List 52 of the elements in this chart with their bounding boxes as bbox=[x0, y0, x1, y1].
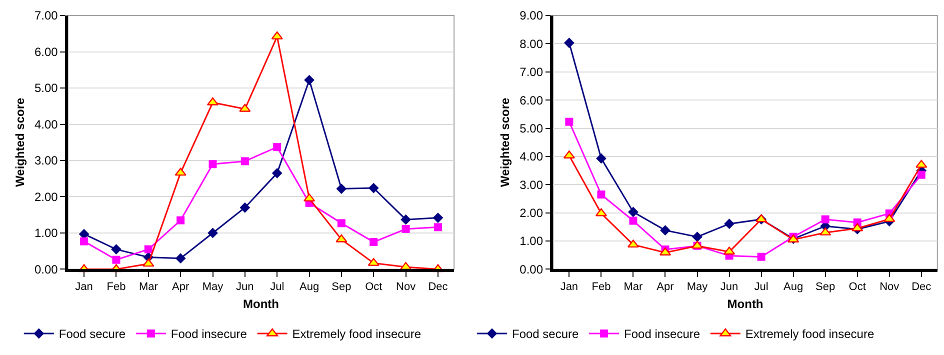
legend-label: Food insecure bbox=[624, 327, 700, 342]
x-tick-label: Sep bbox=[332, 281, 352, 294]
x-tick-label: Nov bbox=[880, 281, 900, 294]
x-axis-title: Month bbox=[243, 297, 280, 312]
x-tick-label: Apr bbox=[656, 281, 674, 294]
y-tick-label: 4.00 bbox=[34, 117, 58, 132]
x-tick-label: Jun bbox=[720, 281, 738, 294]
legend-label: Extremely food insecure bbox=[292, 327, 422, 342]
y-tick-label: 4.00 bbox=[520, 150, 544, 164]
y-axis-title: Weighted score bbox=[498, 97, 512, 187]
y-tick-label: 3.00 bbox=[520, 178, 544, 192]
y-tick-label: 7.00 bbox=[34, 8, 58, 23]
legend-label: Extremely food insecure bbox=[745, 327, 874, 342]
x-tick-label: May bbox=[202, 281, 224, 294]
y-tick-label: 9.00 bbox=[520, 8, 544, 23]
y-tick-label: 6.00 bbox=[520, 93, 544, 108]
y-tick-label: 1.00 bbox=[34, 226, 58, 240]
x-tick-label: Mar bbox=[138, 281, 158, 294]
x-tick-label: Feb bbox=[592, 281, 611, 294]
y-tick-label: 5.00 bbox=[520, 121, 544, 136]
x-tick-label: Feb bbox=[106, 281, 126, 294]
x-tick-label: Jan bbox=[560, 281, 578, 294]
y-tick-label: 2.00 bbox=[34, 190, 58, 204]
x-tick-label: Dec bbox=[428, 281, 448, 294]
x-tick-label: Dec bbox=[912, 281, 932, 294]
y-tick-label: 0.00 bbox=[520, 262, 544, 276]
y-tick-label: 0.00 bbox=[34, 262, 58, 276]
x-tick-label: Aug bbox=[784, 281, 804, 294]
x-axis-title: Month bbox=[727, 297, 764, 312]
x-tick-label: Apr bbox=[172, 281, 190, 294]
y-tick-label: 6.00 bbox=[34, 44, 58, 59]
y-tick-label: 5.00 bbox=[34, 81, 58, 96]
x-tick-label: Aug bbox=[299, 281, 320, 294]
x-tick-label: Jun bbox=[236, 281, 254, 294]
y-tick-label: 3.00 bbox=[34, 154, 58, 168]
y-tick-label: 1.00 bbox=[520, 234, 544, 248]
x-tick-label: Oct bbox=[365, 281, 382, 294]
legend-label: Food secure bbox=[58, 327, 126, 342]
y-axis-title: Weighted score bbox=[12, 97, 27, 187]
x-tick-label: Jul bbox=[754, 281, 768, 294]
legend-label: Food insecure bbox=[170, 327, 248, 342]
y-tick-label: 8.00 bbox=[520, 36, 544, 51]
y-tick-label: 7.00 bbox=[520, 65, 544, 80]
x-tick-label: Jan bbox=[75, 281, 93, 294]
x-tick-label: Mar bbox=[624, 281, 644, 294]
x-tick-label: Sep bbox=[816, 281, 836, 294]
y-tick-label: 2.00 bbox=[520, 206, 544, 220]
legend-label: Food secure bbox=[512, 327, 580, 342]
x-tick-label: May bbox=[686, 281, 708, 294]
x-tick-label: Nov bbox=[396, 281, 416, 294]
x-tick-label: Jul bbox=[270, 281, 284, 294]
x-tick-label: Oct bbox=[848, 281, 866, 294]
